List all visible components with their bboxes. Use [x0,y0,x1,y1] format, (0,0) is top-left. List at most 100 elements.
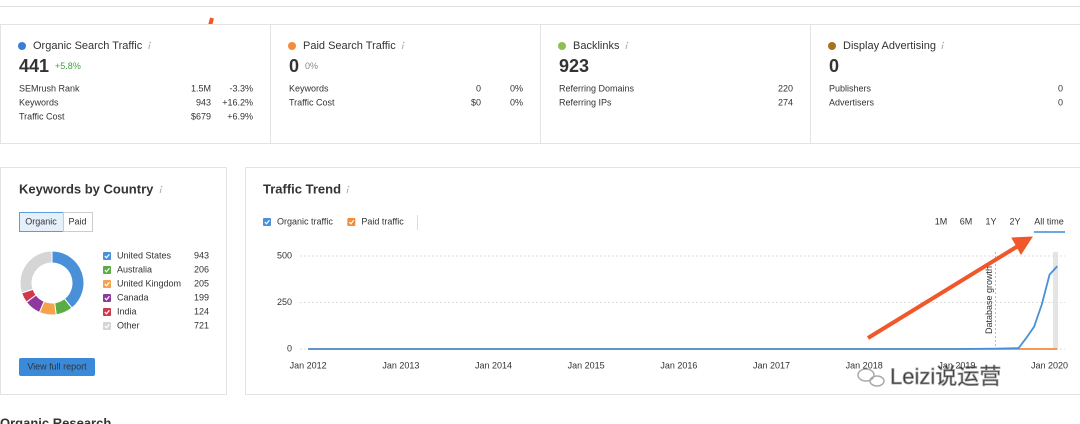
x-tick-label: Jan 2017 [753,360,790,370]
range-button[interactable]: 6M [960,216,973,226]
row-label: Advertisers [829,97,875,107]
range-button[interactable]: All time [1034,216,1064,226]
row-label: Traffic Cost [289,97,335,107]
tab-label[interactable]: Paid [68,216,86,226]
legend-checkbox[interactable] [103,308,111,316]
tab[interactable]: Organic [19,212,64,232]
info-icon-dot [942,41,945,44]
row-value: 220 [778,83,793,93]
checkbox[interactable] [103,266,111,274]
row-value: $679 [191,111,211,121]
card-value-number: 441 [19,56,49,76]
row-change: 0% [510,83,523,93]
row-change: +16.2% [222,97,253,107]
row-label: Referring Domains [559,83,635,93]
legend-label: Organic traffic [277,216,333,226]
x-tick-label: Jan 2012 [290,360,327,370]
info-icon [941,44,944,50]
card-dot [828,42,836,50]
card-dot [558,42,566,50]
row-value: 0 [1058,83,1063,93]
legend-checkbox[interactable] [103,280,111,288]
card-value: 923 [559,56,589,76]
card-title-text: Organic Search Traffic [33,40,143,52]
checkbox[interactable] [103,294,111,302]
checkbox[interactable] [103,322,111,330]
summary-card [540,24,811,144]
row-value: 274 [778,97,793,107]
card-dot [18,42,26,50]
legend-checkbox[interactable] [103,322,111,330]
checkbox[interactable] [103,280,111,288]
keywords-panel [0,167,227,395]
card-change: +5.8% [55,61,81,71]
legend-checkbox[interactable] [103,294,111,302]
checkmark [104,323,110,329]
row-change: +6.9% [227,111,253,121]
checkmark [104,295,110,301]
trend-panel [245,167,1080,395]
icon-bubble [857,368,875,382]
card-title-text: Paid Search Traffic [303,40,396,52]
y-tick-label: 250 [277,297,292,307]
range-button[interactable]: 2Y [1009,216,1020,226]
tab[interactable]: Paid [63,212,93,232]
button-label[interactable]: View full report [27,361,87,371]
checkbox[interactable] [103,308,111,316]
row-label: Keywords [289,83,329,93]
legend-checkbox[interactable] [103,266,111,274]
series-toggle[interactable] [263,218,271,226]
info-icon [159,188,162,194]
legend-label: India [117,306,137,316]
checkmark [348,219,355,225]
panel-title: Keywords by Country [19,181,154,196]
legend-label: Other [117,320,140,330]
card-title: Display Advertising [843,40,936,52]
tab-box[interactable] [63,212,93,232]
checkbox[interactable] [103,252,111,260]
legend-label: United States [117,250,172,260]
highlight-band [1053,252,1058,349]
x-tick-label: Jan 2013 [382,360,419,370]
legend-value: 206 [194,264,209,274]
row-label: Keywords [19,97,59,107]
legend-value: 199 [194,292,209,302]
card-dot [288,42,296,50]
summary-card [0,24,271,144]
info-icon-dot [160,185,163,188]
info-icon [401,44,404,50]
legend-value: 124 [194,306,209,316]
card-value-number: 0 [829,56,839,76]
x-tick-label: Jan 2014 [475,360,512,370]
tab-label[interactable]: Organic [25,216,57,226]
checkbox[interactable] [347,218,356,226]
range-button[interactable]: 1Y [985,216,996,226]
button-box[interactable] [19,358,95,376]
view-report-button[interactable]: View full report [19,358,95,376]
checkmark [104,253,110,259]
legend-value: 205 [194,278,209,288]
card-title: Organic Search Traffic [33,40,143,52]
card-value: 0 [829,56,839,76]
legend-checkbox[interactable] [103,252,111,260]
row-value: 1.5M [191,83,211,93]
info-icon-dot [347,185,350,188]
series-line [308,265,1058,350]
checkmark [104,309,110,315]
info-icon [625,44,628,50]
info-icon-dot [149,41,152,44]
info-icon [346,188,349,194]
summary-card [810,24,1080,144]
checkmark [264,219,270,225]
x-tick-label: Jan 2016 [660,360,697,370]
donut-slice [19,250,53,294]
x-tick-label: Jan 2019 [938,360,975,370]
checkbox[interactable] [263,218,271,226]
row-value: 0 [476,83,481,93]
range-button[interactable]: 1M [935,216,948,226]
row-label: Traffic Cost [19,111,65,121]
series-toggle[interactable] [347,218,356,226]
row-label: Publishers [829,83,872,93]
